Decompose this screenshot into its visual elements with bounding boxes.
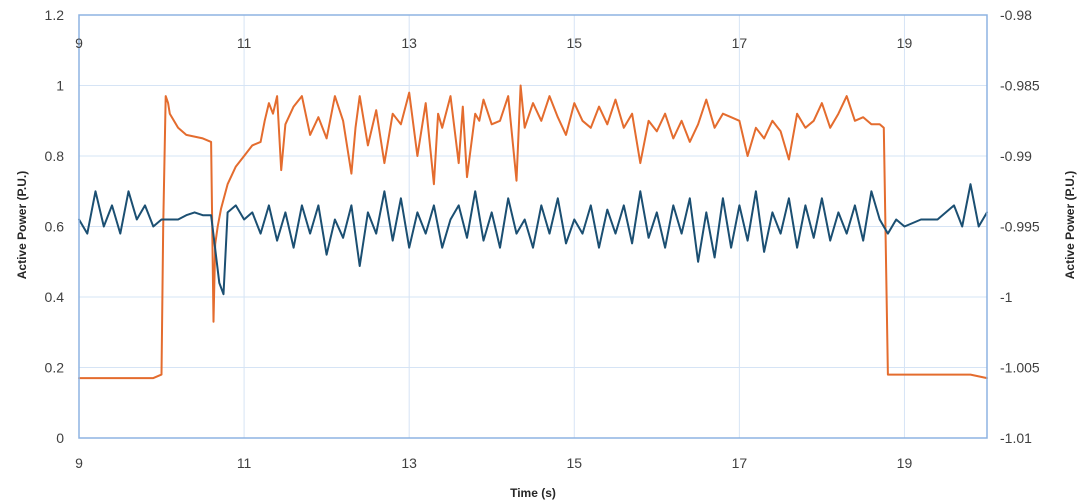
x-tick-label-bottom: 9 (75, 455, 83, 471)
y-axis-left-title: Active Power (P.U.) (15, 171, 29, 279)
x-tick-label-bottom: 17 (732, 455, 748, 471)
x-tick-label-top: 13 (401, 35, 417, 51)
y-right-tick-label: -0.98 (1000, 7, 1032, 23)
x-tick-label-top: 9 (75, 35, 83, 51)
x-tick-label-top: 17 (732, 35, 748, 51)
y-left-tick-label: 1.2 (45, 7, 65, 23)
y-right-tick-label: -0.99 (1000, 148, 1032, 164)
tick-labels: 0 0.2 0.4 0.6 0.8 1 1.2 -1.01 -1.005 -1 -0.995 -0.9… (45, 7, 1040, 471)
x-tick-label-top: 19 (897, 35, 913, 51)
y-left-tick-label: 0.2 (45, 360, 65, 376)
gridlines (79, 15, 987, 438)
x-tick-label-bottom: 19 (897, 455, 913, 471)
x-tick-label-bottom: 11 (237, 455, 252, 471)
y-left-tick-label: 0.6 (45, 219, 65, 235)
x-tick-label-top: 15 (566, 35, 582, 51)
x-axis-title: Time (s) (510, 486, 556, 500)
series-line-1-left-axis (78, 84, 988, 380)
y-right-tick-label: -0.985 (1000, 78, 1040, 94)
y-left-tick-label: 0.8 (45, 148, 65, 164)
y-left-tick-label: 0 (56, 430, 64, 446)
x-tick-label-bottom: 13 (401, 455, 417, 471)
y-right-tick-label: -0.995 (1000, 219, 1040, 235)
plot-frame (78, 14, 988, 439)
series-line-2-right-axis (78, 183, 988, 296)
x-tick-label-top: 11 (237, 35, 252, 51)
plot-border (78, 14, 988, 439)
x-tick-label-bottom: 15 (566, 455, 582, 471)
y-axis-right-title: Active Power (P.U.) (1063, 171, 1077, 279)
y-left-tick-label: 1 (56, 78, 64, 94)
y-right-tick-label: -1.005 (1000, 360, 1040, 376)
series-group (78, 84, 988, 380)
y-right-tick-label: -1.01 (1000, 430, 1032, 446)
y-right-tick-label: -1 (1000, 289, 1013, 305)
y-left-tick-label: 0.4 (45, 289, 65, 305)
